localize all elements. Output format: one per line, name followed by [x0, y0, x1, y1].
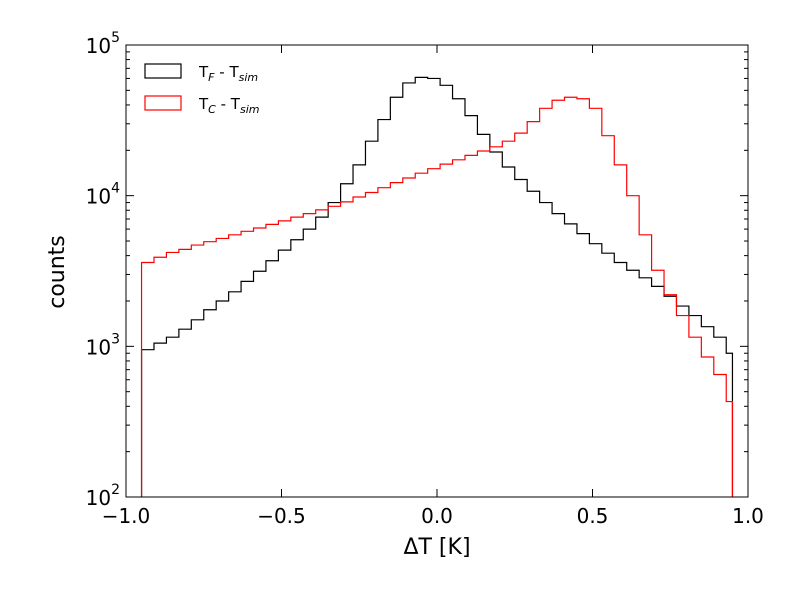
- plot-frame: [125, 44, 749, 498]
- y-tick-label: 103: [86, 331, 120, 359]
- tick-layer: −1.0 −0.5 0.0 0.5 1.0 102 103 104 105: [86, 30, 764, 528]
- x-tick-label: −1.0: [102, 504, 151, 528]
- x-axis-label: ΔT [K]: [403, 535, 470, 560]
- plot-area: [126, 45, 748, 497]
- series-layer: [140, 76, 734, 497]
- legend-label-tf: TF - Tsim: [198, 63, 258, 84]
- y-tick-label: 104: [86, 181, 120, 209]
- x-tick-label: 1.0: [732, 504, 764, 528]
- x-tick-label: 0.5: [577, 504, 609, 528]
- y-tick-label: 102: [86, 482, 120, 510]
- series-tc-step: [140, 96, 734, 497]
- x-tick-label: 0.0: [421, 504, 453, 528]
- legend: TF - Tsim TC - Tsim: [144, 63, 260, 116]
- series-tf-step: [140, 76, 734, 497]
- legend-swatch-tf: [144, 63, 182, 79]
- y-axis-label: counts: [45, 235, 70, 309]
- legend-label-tc: TC - Tsim: [198, 95, 260, 116]
- legend-swatch-tc: [144, 95, 182, 111]
- y-tick-label: 105: [86, 30, 120, 58]
- x-tick-label: −0.5: [257, 504, 306, 528]
